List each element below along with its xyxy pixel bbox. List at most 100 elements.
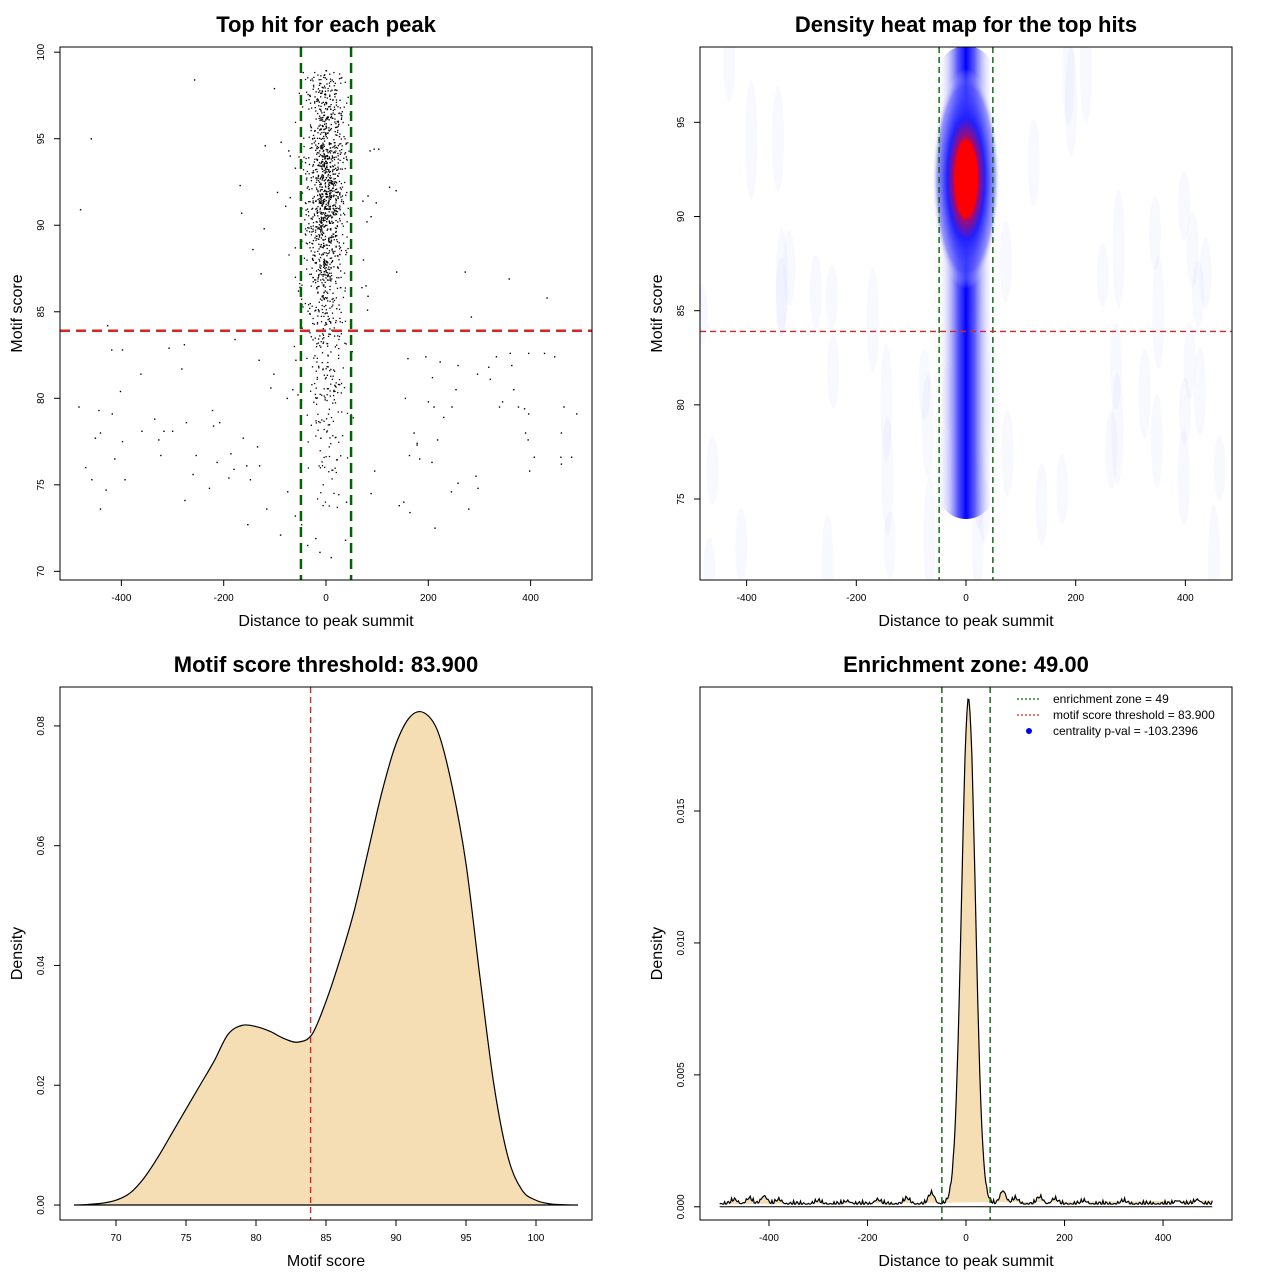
scatter-point [315, 149, 317, 152]
scatter-point [319, 211, 321, 213]
scatter-point [316, 221, 318, 223]
scatter-point [328, 156, 331, 158]
scatter-point [317, 211, 319, 214]
scatter-point [307, 310, 309, 312]
panel-heatmap: Density heat map for the top hitsDistanc… [649, 12, 1233, 630]
scatter-point [326, 168, 328, 171]
scatter-point [328, 157, 330, 159]
scatter-point [327, 413, 330, 415]
scatter-point [331, 298, 333, 301]
scatter-point [322, 176, 325, 178]
y-tick-label: 75 [36, 479, 47, 491]
scatter-point [193, 79, 196, 81]
scatter-point [332, 146, 334, 149]
scatter-point [328, 208, 330, 210]
scatter-point [305, 242, 307, 244]
scatter-point [334, 126, 337, 129]
heatmap-streak [723, 47, 736, 102]
scatter-point [324, 120, 326, 123]
scatter-point [309, 273, 311, 276]
scatter-point [333, 158, 336, 161]
scatter-point [331, 190, 333, 192]
scatter-point [324, 274, 326, 276]
scatter-point [338, 441, 340, 443]
scatter-point [270, 387, 272, 389]
scatter-point [315, 187, 318, 189]
scatter-point [317, 413, 319, 415]
scatter-point [314, 158, 316, 160]
scatter-point [326, 97, 328, 99]
scatter-point [318, 202, 320, 204]
scatter-point [345, 143, 347, 145]
scatter-point [334, 346, 336, 348]
scatter-point [330, 416, 333, 419]
scatter-point [395, 271, 398, 273]
scatter-point [340, 311, 342, 314]
scatter-point [339, 321, 341, 323]
scatter-point [317, 274, 320, 276]
scatter-point [322, 161, 324, 163]
scatter-point [316, 98, 318, 101]
scatter-point [339, 168, 342, 170]
heatmap-streak [783, 230, 796, 307]
scatter-point [98, 409, 100, 412]
scatter-point [212, 425, 215, 427]
scatter-point [330, 195, 332, 197]
scatter-point [328, 211, 330, 213]
scatter-point [324, 183, 326, 185]
scatter-point [322, 369, 324, 371]
scatter-point [327, 173, 330, 176]
scatter-point [328, 241, 330, 243]
scatter-point [181, 368, 183, 370]
scatter-point [306, 243, 309, 245]
scatter-point [343, 136, 345, 138]
scatter-point [330, 103, 332, 106]
scatter-point [328, 220, 330, 222]
scatter-point [320, 227, 322, 229]
scatter-point [318, 234, 320, 236]
scatter-point [335, 245, 337, 247]
scatter-point [346, 457, 349, 459]
scatter-point [340, 214, 342, 216]
scatter-point [298, 92, 301, 94]
scatter-point [340, 117, 343, 119]
scatter-point [328, 318, 330, 320]
scatter-point [327, 152, 329, 154]
scatter-point [337, 106, 339, 108]
scatter-point [311, 188, 313, 190]
scatter-point [320, 225, 322, 227]
scatter-point [321, 205, 323, 207]
scatter-point [322, 150, 324, 153]
scatter-point [366, 221, 368, 223]
scatter-point [323, 258, 325, 260]
heatmap-streak [745, 80, 758, 200]
scatter-point [326, 83, 328, 85]
scatter-point [325, 321, 327, 324]
scatter-point [308, 163, 311, 166]
density-area [719, 699, 1213, 1205]
scatter-point [312, 164, 315, 166]
scatter-point [329, 369, 331, 372]
scatter-point [324, 271, 326, 273]
scatter-point [322, 311, 324, 314]
heatmap-streak [700, 283, 708, 345]
scatter-point [307, 304, 310, 306]
scatter-point [325, 101, 327, 104]
scatter-point [328, 179, 330, 182]
scatter-point [323, 163, 325, 165]
scatter-point [318, 258, 320, 261]
scatter-point [318, 91, 320, 93]
scatter-point [315, 118, 317, 120]
scatter-point [324, 290, 326, 292]
heatmap-streak [1149, 195, 1162, 271]
scatter-point [330, 280, 332, 282]
scatter-point [325, 162, 327, 165]
scatter-point [317, 429, 319, 431]
heatmap-streak [881, 416, 894, 535]
scatter-point [334, 467, 336, 469]
scatter-point [328, 150, 331, 153]
scatter-point [344, 539, 347, 541]
scatter-point [324, 260, 326, 262]
scatter-point [322, 177, 324, 180]
